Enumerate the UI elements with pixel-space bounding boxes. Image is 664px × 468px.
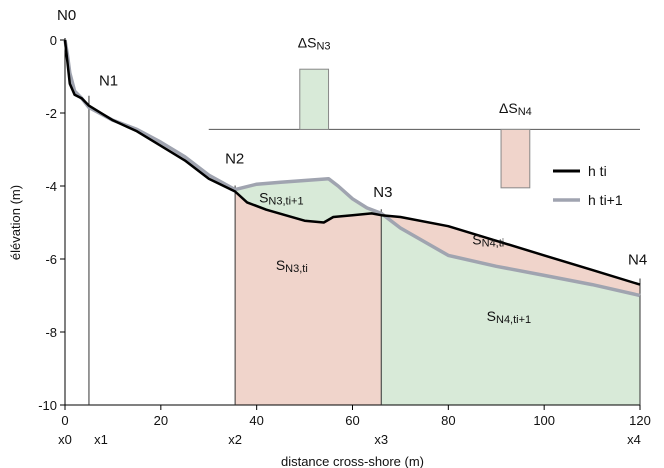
y-tick-label-3: -6 [45, 252, 57, 267]
x-node-label-x0: x0 [58, 432, 72, 447]
text-labels: 0 -2 -4 -6 -8 -10 0 20 40 60 80 100 120 x0 x1 x2 x3 x4 N0 N… [8, 7, 651, 468]
node-label-n4: N4 [628, 252, 647, 269]
x-tick-label-3: 60 [345, 413, 359, 428]
area-sn3-ti [235, 191, 382, 405]
y-tick-label-2: -4 [45, 179, 57, 194]
y-tick-label-5: -10 [38, 398, 57, 413]
x-node-label-x2: x2 [228, 432, 242, 447]
volume-bar-label-1: ΔSN4 [499, 100, 532, 118]
node-label-n2: N2 [225, 150, 244, 167]
x-axis-title: distance cross-shore (m) [281, 454, 424, 468]
legend: h ti h ti+1 [553, 163, 623, 208]
volume-change-bars [208, 68, 640, 189]
y-tick-label-1: -2 [45, 106, 57, 121]
area-fills [235, 178, 640, 405]
area-label-sn4-ti: SN4,ti [472, 231, 504, 249]
x-node-label-x1: x1 [94, 432, 108, 447]
legend-label-0: h ti [588, 163, 607, 179]
node-label-n3: N3 [373, 184, 392, 201]
x-tick-label-1: 20 [154, 413, 168, 428]
volume-bar-1 [500, 128, 531, 189]
area-label-sn4-tiplus1: SN4,ti+1 [487, 308, 532, 326]
x-tick-label-2: 40 [249, 413, 263, 428]
area-sn4-tiplus1 [381, 213, 640, 405]
area-label-sn3-tiplus1: SN3,ti+1 [259, 189, 304, 207]
y-axis-title: élévation (m) [8, 185, 23, 260]
x-tick-label-6: 120 [629, 413, 651, 428]
profile-lines [63, 39, 641, 298]
volume-bar-0 [299, 68, 330, 130]
legend-label-1: h ti+1 [588, 192, 623, 208]
series-line-h-ti [63, 39, 641, 286]
volume-bar-label-0: ΔSN3 [298, 34, 331, 52]
area-sn3-tiplus1 [235, 178, 382, 223]
x-tick-label-4: 80 [441, 413, 455, 428]
x-node-label-x3: x3 [374, 432, 388, 447]
x-tick-label-5: 100 [533, 413, 555, 428]
node-label-n1: N1 [99, 73, 118, 90]
node-label-n0: N0 [57, 7, 76, 24]
area-sn4-ti [381, 213, 640, 296]
axes [60, 38, 641, 410]
area-label-sn3-ti: SN3,ti [276, 257, 308, 275]
y-tick-label-0: 0 [50, 33, 57, 48]
x-node-label-x4: x4 [627, 432, 641, 447]
x-tick-label-0: 0 [61, 413, 68, 428]
y-tick-label-4: -8 [45, 325, 57, 340]
